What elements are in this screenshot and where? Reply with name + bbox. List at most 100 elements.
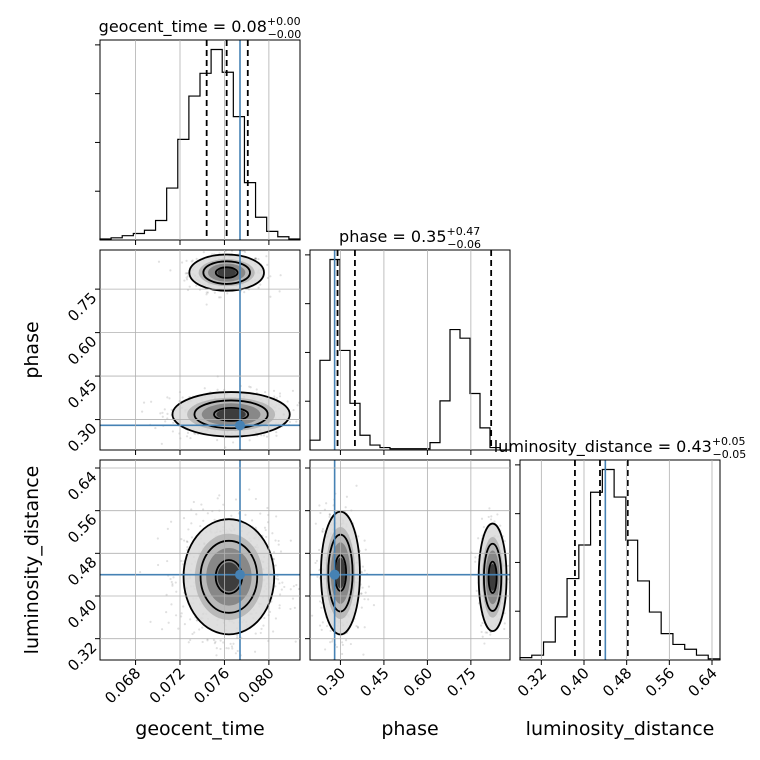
- sample-point: [218, 494, 221, 497]
- contour-line: [213, 406, 250, 422]
- truth-marker: [235, 569, 245, 580]
- y-tick-label: 0.32: [64, 638, 100, 674]
- sample-point: [291, 389, 295, 392]
- sample-point: [166, 559, 169, 563]
- sample-point: [169, 577, 172, 581]
- y-axis-labels: phase luminosity_distance: [21, 321, 43, 654]
- sample-point: [364, 548, 367, 551]
- sample-point: [296, 404, 299, 407]
- x-tick-label: 0.48: [599, 664, 635, 700]
- sample-point: [272, 389, 276, 392]
- x-tick-label: 0.75: [443, 664, 479, 700]
- sample-point: [198, 664, 200, 666]
- sample-point: [314, 561, 317, 565]
- panel-frame: [99, 459, 301, 661]
- sample-point: [271, 532, 274, 535]
- sample-point: [206, 512, 209, 515]
- sample-point: [253, 257, 257, 260]
- sample-point: [260, 434, 263, 437]
- sample-point: [329, 641, 332, 644]
- sample-point: [185, 435, 189, 438]
- sample-point: [199, 524, 202, 528]
- sample-point: [141, 410, 144, 413]
- sample-point: [201, 626, 204, 629]
- x-tick-label: 0.64: [684, 664, 720, 700]
- sample-point: [232, 642, 235, 645]
- sample-point: [506, 564, 510, 567]
- sample-point: [264, 391, 267, 394]
- sample-point: [273, 395, 276, 398]
- sample-point: [248, 439, 251, 442]
- sample-point: [363, 626, 366, 629]
- sample-point: [249, 386, 252, 389]
- sample-point: [166, 527, 169, 530]
- sample-point: [195, 513, 198, 516]
- sample-point: [325, 624, 329, 628]
- x-tick-label: 0.32: [514, 664, 550, 700]
- sample-point: [218, 296, 221, 299]
- sample-point: [189, 618, 192, 621]
- sample-point: [184, 272, 187, 275]
- sample-point: [481, 635, 484, 638]
- sample-point: [214, 640, 217, 643]
- sample-point: [492, 662, 494, 664]
- sample-point: [168, 397, 171, 400]
- sample-point: [195, 284, 198, 287]
- x-tick-label: 0.072: [146, 664, 189, 707]
- sample-point: [341, 643, 345, 647]
- sample-point: [254, 632, 257, 635]
- sample-point: [213, 642, 216, 645]
- sample-point: [192, 500, 195, 504]
- sample-point: [248, 488, 251, 491]
- sample-point: [280, 588, 283, 591]
- sample-point: [321, 529, 324, 532]
- sample-point: [320, 628, 323, 631]
- sample-point: [215, 647, 218, 650]
- sample-point: [257, 258, 260, 261]
- sample-point: [304, 405, 306, 407]
- sample-point: [187, 528, 190, 531]
- sample-point: [194, 432, 197, 435]
- sample-point: [206, 639, 209, 642]
- sample-point: [205, 303, 208, 306]
- y-axis-ticks: 0.32 0.40 0.48 0.56 0.64: [64, 467, 100, 675]
- sample-point: [335, 645, 339, 649]
- x-axis-label-geocent_time: geocent_time: [135, 718, 264, 740]
- grid-lines: [340, 250, 472, 450]
- sample-point: [187, 641, 190, 644]
- sample-point: [186, 546, 189, 549]
- sample-point: [318, 600, 322, 603]
- sample-point: [190, 260, 193, 263]
- sample-point: [193, 631, 196, 634]
- sample-point: [149, 620, 152, 623]
- sample-point: [341, 652, 344, 656]
- sample-point: [266, 263, 269, 266]
- sample-point: [341, 641, 344, 644]
- sample-point: [361, 565, 365, 568]
- sample-point: [170, 580, 173, 584]
- sample-point: [161, 415, 164, 418]
- sample-point: [503, 627, 506, 631]
- sample-point: [201, 640, 204, 644]
- sample-point: [357, 535, 360, 538]
- sample-point: [278, 395, 282, 398]
- sample-point: [174, 581, 177, 584]
- grid-lines: [540, 460, 713, 660]
- sample-point: [180, 559, 183, 563]
- sample-point: [283, 585, 286, 589]
- scatter-panel-phase-vs-geocent_time: [99, 249, 306, 451]
- sample-point: [362, 653, 365, 656]
- sample-point: [203, 387, 206, 390]
- sample-point: [268, 610, 272, 613]
- sample-point: [198, 628, 201, 631]
- sample-point: [254, 257, 258, 260]
- sample-point: [263, 526, 267, 529]
- sample-point: [186, 431, 190, 434]
- sample-point: [206, 291, 210, 294]
- sample-point: [278, 607, 281, 610]
- sample-point: [222, 641, 225, 644]
- sample-point: [185, 276, 188, 279]
- sample-point: [480, 517, 484, 520]
- contour-line: [477, 522, 508, 632]
- sample-point: [183, 279, 186, 282]
